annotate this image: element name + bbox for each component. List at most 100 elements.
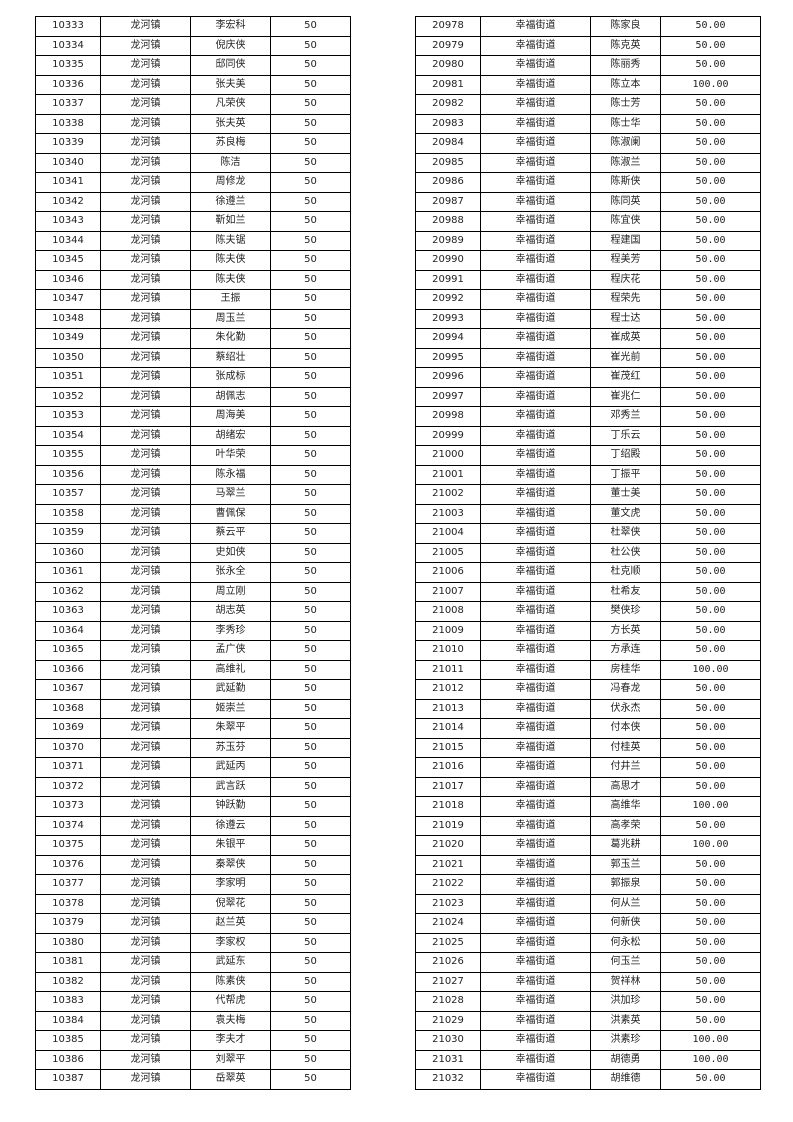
table-row: 10382 龙河镇 陈素侠 50: [35, 971, 351, 992]
amount-cell: 50: [270, 503, 351, 524]
name-cell: 倪庆侠: [190, 35, 271, 56]
amount-cell: 50: [270, 1069, 351, 1090]
table-row: 10378 龙河镇 倪翠花 50: [35, 893, 351, 914]
name-cell: 程荣先: [590, 289, 661, 310]
table-row: 10343 龙河镇 靳如兰 50: [35, 211, 351, 232]
id-cell: 21006: [415, 562, 481, 583]
amount-cell: 50: [270, 16, 351, 37]
town-cell: 龙河镇: [100, 893, 191, 914]
town-cell: 龙河镇: [100, 484, 191, 505]
name-cell: 武延东: [190, 952, 271, 973]
amount-cell: 50: [270, 523, 351, 544]
town-cell: 幸福街道: [480, 191, 591, 212]
table-row: 10341 龙河镇 周修龙 50: [35, 172, 351, 193]
amount-cell: 50: [270, 367, 351, 388]
id-cell: 21018: [415, 796, 481, 817]
name-cell: 凡荣侠: [190, 94, 271, 115]
amount-cell: 100.00: [660, 1030, 761, 1051]
town-cell: 龙河镇: [100, 250, 191, 271]
town-cell: 幸福街道: [480, 347, 591, 368]
table-row: 21004 幸福街道 杜翠侠 50.00: [415, 523, 761, 544]
town-cell: 龙河镇: [100, 542, 191, 563]
table-row: 10376 龙河镇 秦翠侠 50: [35, 854, 351, 875]
amount-cell: 50.00: [660, 679, 761, 700]
amount-cell: 50.00: [660, 16, 761, 37]
amount-cell: 50.00: [660, 308, 761, 329]
id-cell: 10365: [35, 640, 101, 661]
town-cell: 龙河镇: [100, 620, 191, 641]
table-row: 20982 幸福街道 陈士芳 50.00: [415, 94, 761, 115]
amount-cell: 50.00: [660, 776, 761, 797]
table-row: 21013 幸福街道 伏永杰 50.00: [415, 698, 761, 719]
amount-cell: 50.00: [660, 230, 761, 251]
name-cell: 洪素珍: [590, 1030, 661, 1051]
id-cell: 21008: [415, 601, 481, 622]
id-cell: 10362: [35, 581, 101, 602]
name-cell: 陈永福: [190, 464, 271, 485]
town-cell: 幸福街道: [480, 640, 591, 661]
amount-cell: 50.00: [660, 874, 761, 895]
amount-cell: 50: [270, 874, 351, 895]
amount-cell: 50: [270, 562, 351, 583]
table-row: 20984 幸福街道 陈淑阑 50.00: [415, 133, 761, 154]
amount-cell: 50.00: [660, 328, 761, 349]
id-cell: 21020: [415, 835, 481, 856]
amount-cell: 50.00: [660, 932, 761, 953]
id-cell: 10338: [35, 113, 101, 134]
name-cell: 姬崇兰: [190, 698, 271, 719]
amount-cell: 50: [270, 581, 351, 602]
amount-cell: 50.00: [660, 757, 761, 778]
amount-cell: 50.00: [660, 133, 761, 154]
amount-cell: 50: [270, 952, 351, 973]
name-cell: 丁绍殿: [590, 445, 661, 466]
table-row: 10372 龙河镇 武言跃 50: [35, 776, 351, 797]
id-cell: 21013: [415, 698, 481, 719]
name-cell: 邸同侠: [190, 55, 271, 76]
name-cell: 崔茂红: [590, 367, 661, 388]
table-row: 21024 幸福街道 何新侠 50.00: [415, 913, 761, 934]
amount-cell: 50: [270, 913, 351, 934]
amount-cell: 50.00: [660, 562, 761, 583]
town-cell: 龙河镇: [100, 796, 191, 817]
table-row: 20980 幸福街道 陈丽秀 50.00: [415, 55, 761, 76]
name-cell: 胡志英: [190, 601, 271, 622]
table-row: 20992 幸福街道 程荣先 50.00: [415, 289, 761, 310]
table-row: 10360 龙河镇 史如侠 50: [35, 542, 351, 563]
id-cell: 20996: [415, 367, 481, 388]
town-cell: 龙河镇: [100, 35, 191, 56]
amount-cell: 50: [270, 815, 351, 836]
table-row: 10371 龙河镇 武延丙 50: [35, 757, 351, 778]
amount-cell: 50.00: [660, 55, 761, 76]
id-cell: 10381: [35, 952, 101, 973]
amount-cell: 50: [270, 133, 351, 154]
id-cell: 10334: [35, 35, 101, 56]
amount-cell: 50.00: [660, 503, 761, 524]
amount-cell: 50.00: [660, 913, 761, 934]
name-cell: 叶华荣: [190, 445, 271, 466]
table-row: 20987 幸福街道 陈同英 50.00: [415, 191, 761, 212]
amount-cell: 50.00: [660, 542, 761, 563]
id-cell: 10351: [35, 367, 101, 388]
table-row: 20991 幸福街道 程庆花 50.00: [415, 269, 761, 290]
town-cell: 幸福街道: [480, 757, 591, 778]
id-cell: 10353: [35, 406, 101, 427]
town-cell: 龙河镇: [100, 94, 191, 115]
id-cell: 10340: [35, 152, 101, 173]
table-row: 20988 幸福街道 陈宜侠 50.00: [415, 211, 761, 232]
name-cell: 高维华: [590, 796, 661, 817]
id-cell: 10380: [35, 932, 101, 953]
town-cell: 龙河镇: [100, 133, 191, 154]
name-cell: 史如侠: [190, 542, 271, 563]
town-cell: 幸福街道: [480, 503, 591, 524]
id-cell: 10371: [35, 757, 101, 778]
amount-cell: 50: [270, 328, 351, 349]
name-cell: 伏永杰: [590, 698, 661, 719]
name-cell: 冯春龙: [590, 679, 661, 700]
amount-cell: 50: [270, 679, 351, 700]
id-cell: 21025: [415, 932, 481, 953]
town-cell: 幸福街道: [480, 913, 591, 934]
table-row: 21014 幸福街道 付本侠 50.00: [415, 718, 761, 739]
id-cell: 10367: [35, 679, 101, 700]
town-cell: 龙河镇: [100, 425, 191, 446]
name-cell: 袁夫梅: [190, 1010, 271, 1031]
